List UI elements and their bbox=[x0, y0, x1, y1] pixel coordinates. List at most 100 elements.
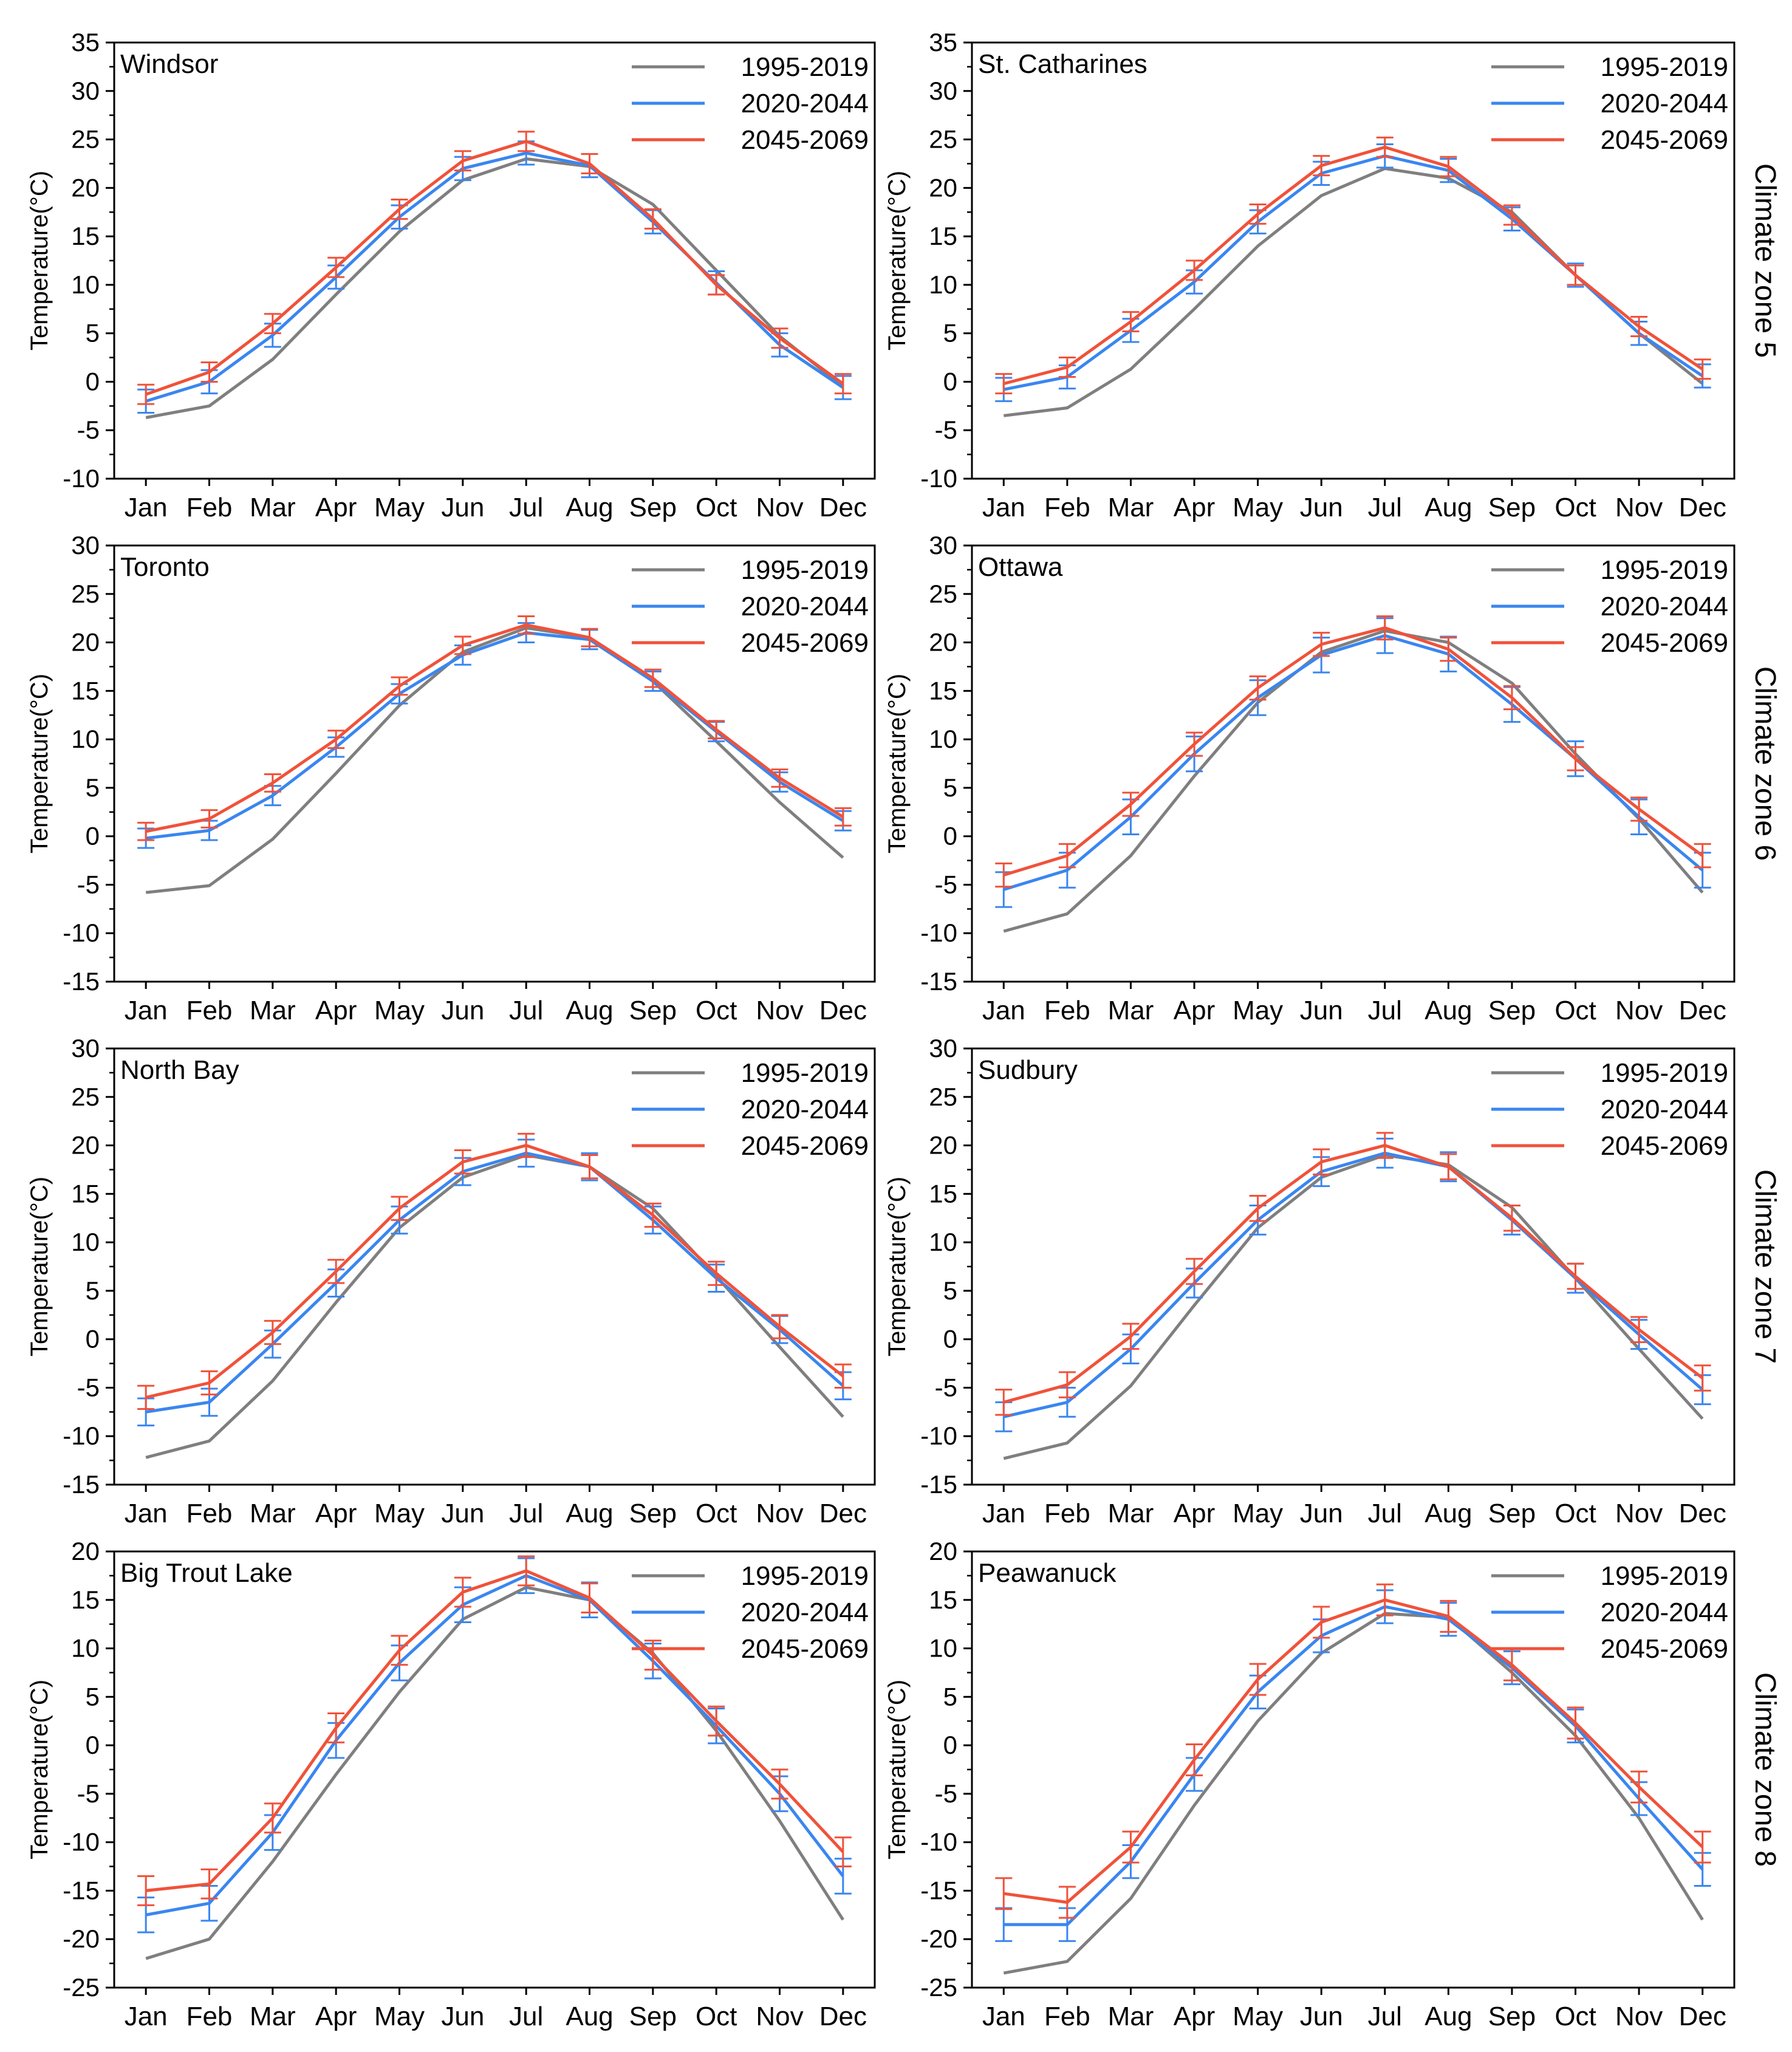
x-tick-label-nov: Nov bbox=[756, 996, 803, 1025]
x-tick-label-jan: Jan bbox=[982, 1499, 1025, 1528]
legend-label-2020-2044: 2020-2044 bbox=[741, 89, 869, 118]
x-tick-label-jul: Jul bbox=[1368, 996, 1402, 1025]
series-2020-2044-line bbox=[145, 631, 844, 840]
series-2045-2069-errorbar bbox=[264, 773, 281, 793]
x-tick-label-jul: Jul bbox=[1368, 2002, 1402, 2031]
climate-zone-label-8: Climate zone 8 bbox=[1749, 1672, 1781, 1867]
series-2045-2069-errorbar bbox=[1376, 615, 1394, 641]
legend-label-2045-2069: 2045-2069 bbox=[741, 125, 869, 155]
x-tick-label-feb: Feb bbox=[186, 2002, 233, 2031]
series-2045-2069-errorbar bbox=[391, 676, 408, 696]
legend-label-2045-2069: 2045-2069 bbox=[741, 1131, 869, 1161]
y-tick-label: 0 bbox=[943, 822, 957, 850]
y-tick-label: 0 bbox=[86, 1325, 100, 1353]
legend-label-2020-2044: 2020-2044 bbox=[1601, 1598, 1728, 1627]
x-tick-label-jan: Jan bbox=[125, 2002, 168, 2031]
series-2045-2069-errorbar bbox=[1567, 746, 1584, 771]
legend-label-2020-2044: 2020-2044 bbox=[1601, 89, 1728, 118]
series-2045-2069-line bbox=[145, 140, 844, 396]
y-tick-label: 25 bbox=[929, 580, 957, 608]
y-tick-label: 0 bbox=[943, 1325, 957, 1353]
climate-zone-label-7: Climate zone 7 bbox=[1749, 1169, 1781, 1364]
legend-label-2045-2069: 2045-2069 bbox=[741, 628, 869, 658]
series-2045-2069-line bbox=[1003, 1598, 1704, 1904]
series-2045-2069-errorbar bbox=[1694, 1830, 1711, 1864]
y-tick-label: 0 bbox=[86, 822, 100, 850]
y-axis-label: Temperature(°C) bbox=[26, 674, 53, 853]
series-2045-2069-errorbar bbox=[327, 1712, 345, 1743]
x-tick-label-mar: Mar bbox=[250, 493, 296, 522]
x-tick-label-mar: Mar bbox=[1108, 1499, 1154, 1528]
series-1995-2019 bbox=[1003, 1154, 1704, 1460]
series-2045-2069-errorbar bbox=[995, 1877, 1013, 1910]
legend-label-2020-2044: 2020-2044 bbox=[741, 1095, 869, 1124]
series-2045-2069-errorbar bbox=[264, 1319, 281, 1346]
y-axis-label: Temperature(°C) bbox=[884, 1177, 911, 1356]
x-tick-label-may: May bbox=[374, 996, 425, 1025]
legend-label-1995-2019: 1995-2019 bbox=[741, 52, 869, 82]
y-tick-label: 5 bbox=[943, 1276, 957, 1305]
y-tick-label: -5 bbox=[935, 1373, 957, 1401]
series-2045-2069-errorbar bbox=[1313, 1148, 1330, 1175]
series-2045-2069-errorbar bbox=[1249, 203, 1267, 225]
y-tick-label: -15 bbox=[63, 1876, 100, 1904]
panel-peawanuck: -25 -20 -15 -10 -5 0 5 10 15 20 Jan Feb Mar Apr May Jun… bbox=[884, 1537, 1736, 2031]
series-1995-2019 bbox=[1003, 629, 1704, 933]
x-tick-label-dec: Dec bbox=[819, 1499, 867, 1528]
y-tick-label: 30 bbox=[71, 1034, 100, 1062]
x-tick-label-aug: Aug bbox=[1424, 996, 1472, 1025]
x-tick-label-sep: Sep bbox=[629, 996, 677, 1025]
x-tick-label-mar: Mar bbox=[250, 1499, 296, 1528]
x-tick-label-mar: Mar bbox=[1108, 493, 1154, 522]
x-tick-label-dec: Dec bbox=[1679, 1499, 1726, 1528]
y-tick-label: 5 bbox=[943, 1682, 957, 1711]
series-2045-2069-errorbar bbox=[1376, 1132, 1394, 1159]
series-2045-2069-errorbar bbox=[708, 1260, 725, 1286]
series-2045-2069-errorbar bbox=[1186, 1743, 1203, 1777]
x-tick-label-nov: Nov bbox=[1615, 996, 1663, 1025]
legend-label-1995-2019: 1995-2019 bbox=[741, 1561, 869, 1591]
series-2045-2069-errorbar bbox=[834, 807, 852, 827]
series-1995-2019-line bbox=[145, 1585, 844, 1960]
series-2045-2069-errorbar bbox=[995, 373, 1013, 395]
x-tick-label-mar: Mar bbox=[250, 996, 296, 1025]
y-tick-label: 15 bbox=[71, 676, 100, 705]
series-2045-2069-errorbar bbox=[1122, 1322, 1140, 1350]
series-2045-2069-errorbar bbox=[1440, 156, 1457, 177]
panel-windsor: -10 -5 0 5 10 15 20 25 30 35 Jan Feb Mar Apr May Jun Jul… bbox=[26, 28, 876, 522]
legend-label-2045-2069: 2045-2069 bbox=[1601, 1131, 1728, 1161]
x-tick-label-sep: Sep bbox=[1488, 996, 1536, 1025]
y-tick-label: 10 bbox=[71, 270, 100, 299]
y-tick-label: 20 bbox=[71, 1131, 100, 1160]
x-tick-label-may: May bbox=[1233, 493, 1283, 522]
x-tick-label-oct: Oct bbox=[1554, 1499, 1596, 1528]
y-tick-label: 25 bbox=[929, 125, 957, 154]
series-2045-2069-errorbar bbox=[1313, 632, 1330, 657]
x-tick-label-oct: Oct bbox=[696, 996, 737, 1025]
y-tick-label: 35 bbox=[71, 28, 100, 56]
y-tick-label: 25 bbox=[929, 1082, 957, 1111]
series-2045-2069-errorbar bbox=[1058, 357, 1076, 378]
x-tick-label-mar: Mar bbox=[1108, 2002, 1154, 2031]
y-tick-label: 10 bbox=[71, 725, 100, 753]
x-tick-label-may: May bbox=[1233, 996, 1283, 1025]
y-tick-label: 30 bbox=[71, 77, 100, 105]
panel-ottawa: -15 -10 -5 0 5 10 15 20 25 30 Jan Feb Mar Apr May Jun Ju… bbox=[884, 531, 1736, 1025]
panel-st-catharines: -10 -5 0 5 10 15 20 25 30 35 Jan Feb Mar Apr May Jun Jul… bbox=[884, 28, 1736, 522]
series-2020-2044-line bbox=[1004, 1605, 1704, 1926]
series-2045-2069-errorbar bbox=[518, 131, 535, 152]
climate-zone-label-6: Climate zone 6 bbox=[1749, 666, 1781, 861]
series-2045-2069-errorbar bbox=[1440, 637, 1457, 662]
series-2045-2069-line bbox=[1003, 145, 1704, 386]
legend-label-2045-2069: 2045-2069 bbox=[1601, 125, 1728, 155]
y-tick-label: -5 bbox=[935, 416, 957, 444]
y-tick-label: 15 bbox=[929, 222, 957, 250]
series-1995-2019-line bbox=[1003, 629, 1704, 933]
x-tick-label-mar: Mar bbox=[250, 2002, 296, 2031]
series-2020-2044-line bbox=[1003, 154, 1704, 391]
series-2045-2069-errorbar bbox=[834, 1836, 852, 1868]
y-axis-label: Temperature(°C) bbox=[26, 1177, 53, 1356]
station-title: Peawanuck bbox=[978, 1558, 1117, 1588]
x-tick-label-nov: Nov bbox=[756, 1499, 803, 1528]
series-2045-2069-errorbar bbox=[1376, 1583, 1394, 1616]
